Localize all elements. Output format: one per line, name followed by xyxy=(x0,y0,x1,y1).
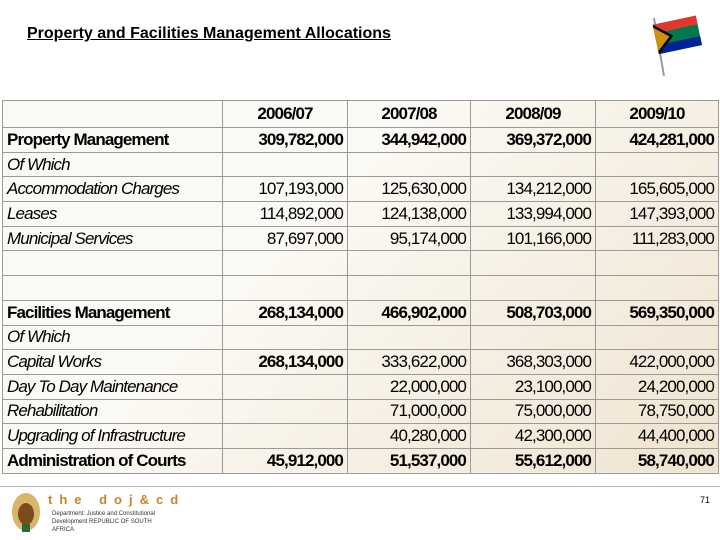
row-label: Accommodation Charges xyxy=(2,176,223,203)
row-label: Property Management xyxy=(2,127,223,153)
value-cell xyxy=(470,275,596,301)
value-cell: 125,630,000 xyxy=(347,176,471,203)
value-cell: 51,537,000 xyxy=(347,447,471,474)
table-row: Capital Works 268,134,000 333,622,000 368,3… xyxy=(2,349,719,375)
value-cell: 95,174,000 xyxy=(347,225,471,252)
value-cell xyxy=(595,275,719,301)
value-cell xyxy=(222,398,348,425)
slide-title: Property and Facilities Management Alloc… xyxy=(27,25,391,42)
value-cell xyxy=(222,151,348,178)
value-cell: 133,994,000 xyxy=(470,201,596,227)
value-cell: 369,372,000 xyxy=(470,127,596,153)
value-cell: 87,697,000 xyxy=(222,225,348,252)
value-cell xyxy=(222,324,348,351)
value-cell: 333,622,000 xyxy=(347,349,471,375)
row-label: Upgrading of Infrastructure xyxy=(2,423,223,449)
value-cell: 42,300,000 xyxy=(470,423,596,449)
column-header: 2006/07 xyxy=(222,100,348,128)
table-row: Administration of Courts 45,912,000 51,537… xyxy=(2,447,719,474)
table-row xyxy=(2,250,719,277)
value-cell: 165,605,000 xyxy=(595,176,719,203)
value-cell xyxy=(595,151,719,178)
column-header: 2009/10 xyxy=(595,100,719,128)
value-cell: 107,193,000 xyxy=(222,176,348,203)
value-cell: 466,902,000 xyxy=(347,299,471,326)
value-cell xyxy=(347,324,471,351)
value-cell: 58,740,000 xyxy=(595,447,719,474)
value-cell: 508,703,000 xyxy=(470,299,596,326)
footer-rule xyxy=(0,486,720,487)
table-row: Property Management 309,782,000 344,942,00… xyxy=(2,127,719,153)
value-cell: 45,912,000 xyxy=(222,447,348,474)
table-row xyxy=(2,275,719,301)
value-cell: 78,750,000 xyxy=(595,398,719,425)
value-cell: 368,303,000 xyxy=(470,349,596,375)
value-cell xyxy=(347,250,471,277)
value-cell: 24,200,000 xyxy=(595,373,719,400)
flag xyxy=(652,15,702,77)
value-cell: 147,393,000 xyxy=(595,201,719,227)
value-cell xyxy=(222,250,348,277)
row-label: Rehabilitation xyxy=(2,398,223,425)
table-row: Of Which xyxy=(2,151,719,178)
row-label: Capital Works xyxy=(2,349,223,375)
value-cell xyxy=(347,151,471,178)
table-row: Of Which xyxy=(2,324,719,351)
value-cell: 23,100,000 xyxy=(470,373,596,400)
value-cell: 134,212,000 xyxy=(470,176,596,203)
column-header: 2008/09 xyxy=(470,100,596,128)
value-cell: 424,281,000 xyxy=(595,127,719,153)
row-label: Leases xyxy=(2,201,223,227)
row-label: Of Which xyxy=(2,324,223,351)
corner-cell xyxy=(2,100,223,128)
table-row: Rehabilitation 71,000,000 75,000,000 78,750… xyxy=(2,398,719,425)
table-row: Accommodation Charges 107,193,000 125,630,… xyxy=(2,176,719,203)
value-cell: 309,782,000 xyxy=(222,127,348,153)
value-cell: 111,283,000 xyxy=(595,225,719,252)
column-header: 2007/08 xyxy=(347,100,471,128)
page-number: 71 xyxy=(700,495,711,505)
table-row: Upgrading of Infrastructure 40,280,000 42,… xyxy=(2,423,719,449)
row-label xyxy=(2,250,223,277)
value-cell: 22,000,000 xyxy=(347,373,471,400)
value-cell xyxy=(222,423,348,449)
value-cell: 344,942,000 xyxy=(347,127,471,153)
row-label: Facilities Management xyxy=(2,299,223,326)
value-cell: 268,134,000 xyxy=(222,299,348,326)
row-label: Day To Day Maintenance xyxy=(2,373,223,400)
value-cell: 101,166,000 xyxy=(470,225,596,252)
department-text: Department: Justice and Constitutional D… xyxy=(52,511,156,533)
value-cell: 44,400,000 xyxy=(595,423,719,449)
value-cell: 569,350,000 xyxy=(595,299,719,326)
table-row: Facilities Management 268,134,000 466,902,… xyxy=(2,299,719,326)
value-cell: 422,000,000 xyxy=(595,349,719,375)
value-cell xyxy=(595,250,719,277)
value-cell xyxy=(347,275,471,301)
value-cell xyxy=(470,250,596,277)
value-cell: 268,134,000 xyxy=(222,349,348,375)
allocations-table: 2006/07 2007/08 2008/09 2009/10 Property Ma… xyxy=(2,100,719,474)
value-cell xyxy=(470,151,596,178)
coat-of-arms xyxy=(12,493,40,532)
value-cell: 55,612,000 xyxy=(470,447,596,474)
value-cell xyxy=(222,275,348,301)
row-label xyxy=(2,275,223,301)
value-cell xyxy=(595,324,719,351)
value-cell xyxy=(222,373,348,400)
value-cell: 75,000,000 xyxy=(470,398,596,425)
table-row: Leases 114,892,000 124,138,000 133,994,000 1… xyxy=(2,201,719,227)
table-row: Day To Day Maintenance 22,000,000 23,100,0… xyxy=(2,373,719,400)
row-label: Of Which xyxy=(2,151,223,178)
value-cell: 114,892,000 xyxy=(222,201,348,227)
logo-text: the doj&cd xyxy=(48,492,186,507)
table-row: Municipal Services 87,697,000 95,174,000 10… xyxy=(2,225,719,252)
row-label: Administration of Courts xyxy=(2,447,223,474)
value-cell: 71,000,000 xyxy=(347,398,471,425)
row-label: Municipal Services xyxy=(2,225,223,252)
value-cell: 124,138,000 xyxy=(347,201,471,227)
value-cell: 40,280,000 xyxy=(347,423,471,449)
value-cell xyxy=(470,324,596,351)
